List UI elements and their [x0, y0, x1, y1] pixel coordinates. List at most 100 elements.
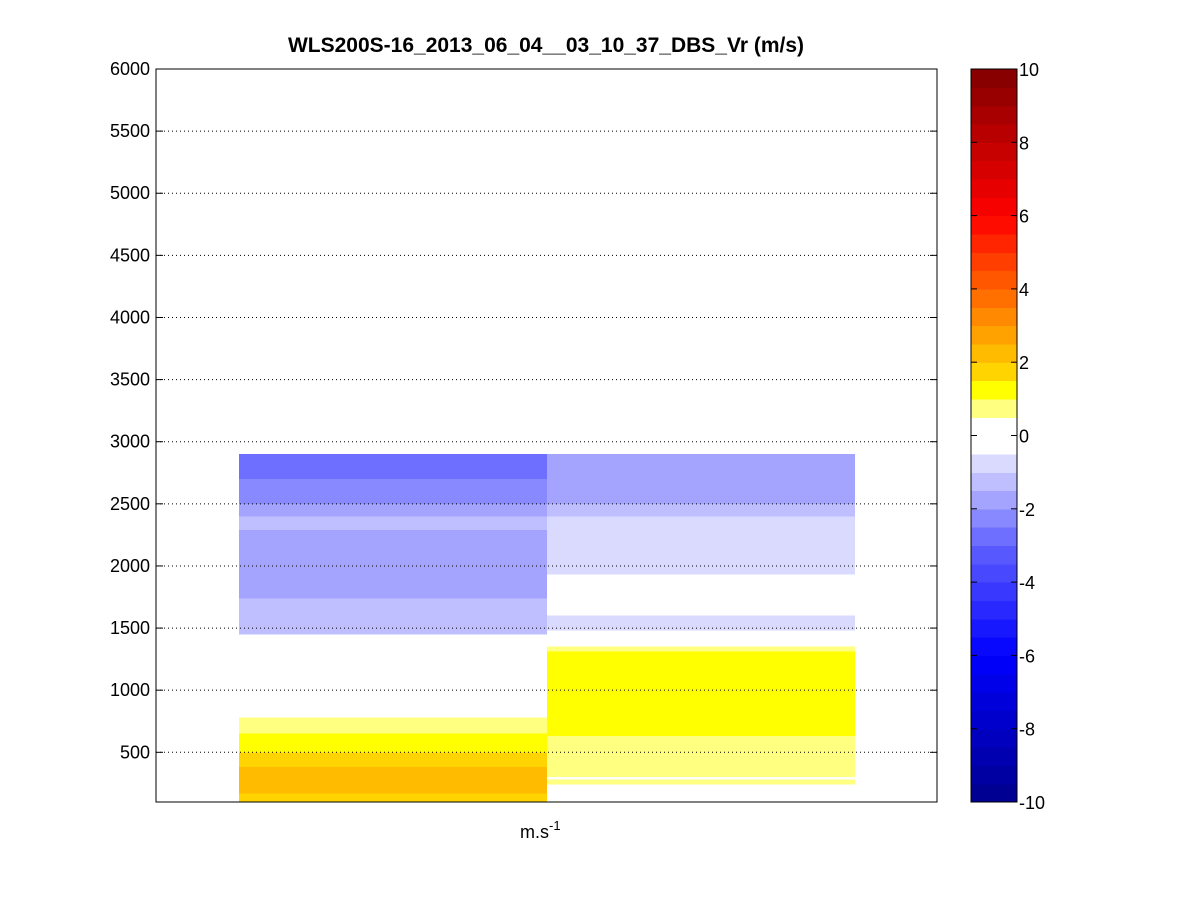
heatmap-cell [547, 615, 855, 631]
y-tick-label: 4000 [110, 307, 150, 327]
colorbar-level [971, 362, 1017, 382]
y-tick-label: 3500 [110, 370, 150, 390]
colorbar-level [971, 343, 1017, 363]
x-axis-label-base: m.s [520, 822, 549, 842]
plot-frame [155, 68, 938, 803]
colorbar-level [971, 765, 1017, 785]
heatmap-cell [547, 516, 855, 575]
colorbar-level [971, 508, 1017, 528]
colorbar-level [971, 142, 1017, 162]
colorbar-level [971, 380, 1017, 400]
colorbar-level [971, 637, 1017, 657]
colorbar-tick-label: 2 [1019, 353, 1029, 373]
colorbar-level [971, 655, 1017, 675]
heatmap-cell [547, 736, 855, 778]
colorbar-level [971, 435, 1017, 455]
y-tick-label: 5000 [110, 183, 150, 203]
colorbar-level [971, 398, 1017, 418]
colorbar-tick-label: -6 [1019, 646, 1035, 666]
heatmap-cell [239, 598, 547, 616]
heatmap-cell [239, 516, 547, 530]
y-tick-label: 4500 [110, 245, 150, 265]
colorbar-level [971, 728, 1017, 748]
colorbar-tick-label: -8 [1019, 720, 1035, 740]
colorbar-level [971, 692, 1017, 711]
colorbar-level [971, 87, 1017, 107]
x-axis-label: m.s-1 [520, 818, 561, 842]
colorbar-tick-label: 6 [1019, 207, 1029, 227]
heatmap-cell [547, 795, 855, 800]
y-tick-label: 1000 [110, 680, 150, 700]
heatmap-cells [239, 454, 855, 802]
y-tick-label: 3000 [110, 432, 150, 452]
heatmap-cell [239, 717, 547, 734]
heatmap-cell [547, 503, 855, 517]
colorbar-level [971, 325, 1017, 345]
heatmap-cell [239, 634, 547, 678]
heatmap-cell [547, 671, 855, 684]
y-tick-label: 2500 [110, 494, 150, 514]
colorbar-level [971, 600, 1017, 620]
heatmap-cell [239, 478, 547, 504]
y-tick-label: 2000 [110, 556, 150, 576]
heatmap-cell [239, 752, 547, 768]
colorbar-level [971, 123, 1017, 143]
colorbar-level [971, 747, 1017, 766]
colorbar-level [971, 270, 1017, 290]
colorbar-level [971, 288, 1017, 308]
colorbar-level [971, 160, 1017, 180]
colorbar-tick-label: 10 [1019, 60, 1039, 80]
heatmap-cell [547, 646, 855, 652]
heatmap-cell [239, 454, 547, 479]
heatmap-cell [239, 529, 547, 599]
colorbar-level [971, 417, 1017, 437]
colorbar-level [971, 545, 1017, 565]
heatmap-cell [239, 793, 547, 802]
plot-area: 500 1000 1500 2000 2500 3000 3500 4000 4500 5000 5… [110, 59, 938, 803]
colorbar-level [971, 527, 1017, 547]
colorbar-tick-label: 0 [1019, 427, 1029, 447]
heatmap-cell [547, 574, 855, 616]
colorbar-level [971, 178, 1017, 198]
heatmap-cell [547, 651, 855, 657]
colorbar-level [971, 105, 1017, 125]
colorbar-tick-label: 4 [1019, 280, 1029, 300]
colorbar-level [971, 252, 1017, 272]
heatmap-cell [547, 454, 855, 504]
colorbar-level [971, 69, 1017, 88]
colorbar-level [971, 783, 1017, 803]
colorbar-ticks: -10 -8 -6 -4 -2 0 2 4 6 8 10 [971, 60, 1045, 813]
colorbar-tick-label: -10 [1019, 793, 1045, 813]
y-tick-label: 6000 [110, 59, 150, 79]
colorbar-level [971, 673, 1017, 693]
colorbar-level [971, 215, 1017, 235]
colorbar: -10 -8 -6 -4 -2 0 2 4 6 8 10 [970, 60, 1045, 813]
y-tick-label: 1500 [110, 618, 150, 638]
colorbar-tick-label: -4 [1019, 573, 1035, 593]
heatmap-cell [239, 767, 547, 794]
heatmap-cell [239, 503, 547, 517]
colorbar-tick-label: -2 [1019, 500, 1035, 520]
x-axis-label-superscript: -1 [549, 818, 561, 833]
colorbar-tick-label: 8 [1019, 133, 1029, 153]
colorbar-level [971, 563, 1017, 583]
colorbar-level [971, 472, 1017, 492]
colorbar-level [971, 453, 1017, 473]
colorbar-level [971, 197, 1017, 217]
y-axis-ticks: 500 1000 1500 2000 2500 3000 3500 4000 4500 5000 5… [110, 59, 937, 762]
colorbar-level [971, 233, 1017, 253]
heatmap-cell [547, 656, 855, 672]
heatmap-cell [547, 638, 855, 643]
heatmap-cell [547, 779, 855, 785]
colorbar-level [971, 618, 1017, 638]
chart-title: WLS200S-16_2013_06_04__03_10_37_DBS_Vr (… [288, 34, 804, 57]
colorbar-gradient [971, 69, 1017, 803]
heatmap-cell [239, 733, 547, 753]
y-tick-label: 500 [120, 742, 150, 762]
colorbar-level [971, 582, 1017, 602]
heatmap-cell [547, 683, 855, 737]
colorbar-level [971, 490, 1017, 510]
colorbar-level [971, 710, 1017, 730]
heatmap-cell [239, 615, 547, 635]
